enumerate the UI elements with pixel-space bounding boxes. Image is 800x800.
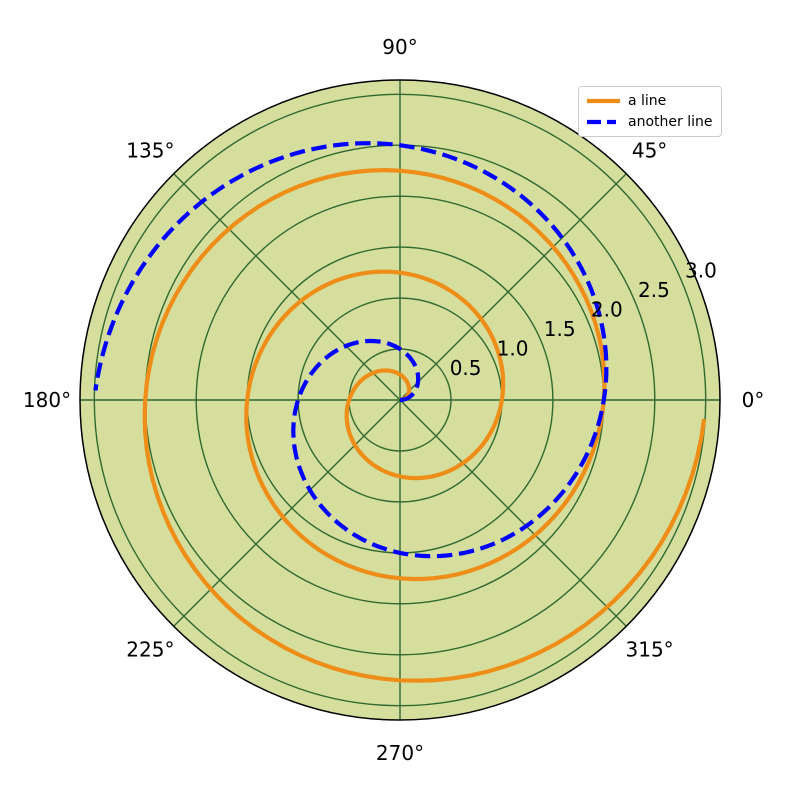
- radial-tick-label-1: 1.0: [497, 336, 529, 360]
- polar-spine: [79, 79, 721, 721]
- series-another-line: [93, 141, 609, 559]
- legend-line-sample-solid: [587, 98, 620, 104]
- angular-tick-label-225: 225°: [126, 638, 174, 662]
- radial-tick-label-3: 3.0: [685, 258, 717, 282]
- series-a-line: [142, 167, 707, 683]
- angular-gridline-135: [173, 173, 401, 401]
- legend-item-a-line: a line: [586, 91, 712, 111]
- angular-tick-label-0: 0°: [742, 388, 765, 412]
- angular-tick-label-180: 180°: [23, 388, 71, 412]
- radial-tick-label-2: 2.0: [591, 297, 623, 321]
- angular-tick-label-45: 45°: [632, 138, 667, 162]
- legend-item-another-line: another line: [586, 112, 712, 132]
- legend: a line another line: [578, 86, 723, 137]
- radial-tick-label-0.5: 0.5: [450, 356, 482, 380]
- radial-tick-label-2.5: 2.5: [638, 278, 670, 302]
- legend-label-another-line: another line: [628, 114, 713, 130]
- angular-tick-label-315: 315°: [626, 638, 674, 662]
- angular-tick-label-135: 135°: [126, 138, 174, 162]
- radial-tick-label-1.5: 1.5: [544, 317, 576, 341]
- angular-tick-label-90: 90°: [382, 35, 417, 59]
- legend-line-sample-dashed: [587, 119, 620, 125]
- legend-label-a-line: a line: [628, 93, 667, 109]
- angular-tick-label-270: 270°: [376, 741, 424, 765]
- angular-gridline-315: [399, 399, 627, 627]
- angular-gridline-45: [399, 173, 627, 401]
